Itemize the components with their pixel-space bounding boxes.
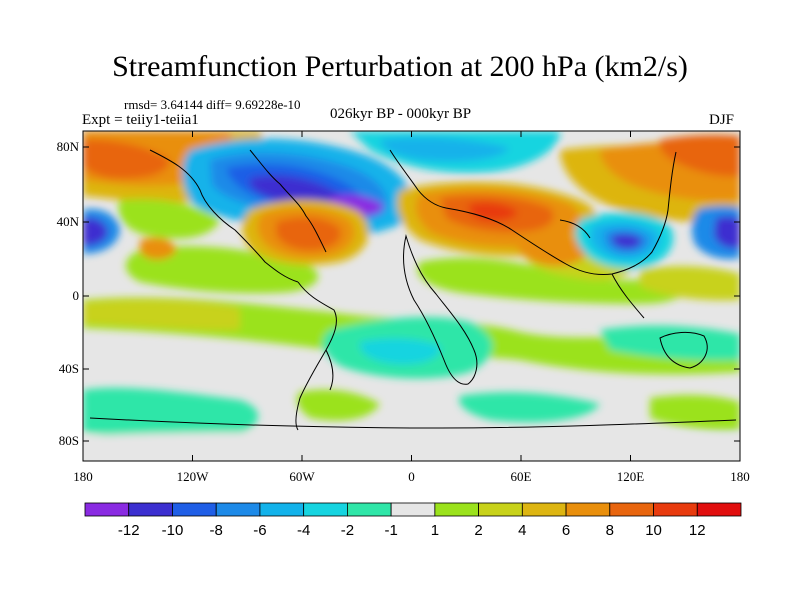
colorbar-swatch <box>565 502 611 517</box>
colorbar-swatch <box>215 502 261 517</box>
colorbar-swatch <box>478 502 523 517</box>
lon-label: 180 <box>730 469 750 484</box>
colorbar-swatch <box>390 502 436 517</box>
coastlines <box>89 149 737 431</box>
lon-label: 120W <box>177 469 210 484</box>
colorbar-swatch <box>434 502 480 517</box>
colorbar-label: -8 <box>210 522 223 539</box>
colorbar-label: 8 <box>606 522 614 539</box>
lat-label: 0 <box>73 288 80 303</box>
plot-title: Streamfunction Perturbation at 200 hPa (… <box>112 50 688 83</box>
colorbar-swatch <box>303 502 348 517</box>
lon-label: 60E <box>511 469 532 484</box>
contour-field <box>83 131 740 461</box>
rmsd-diff-stats: rmsd= 3.64144 diff= 9.69228e-10 <box>124 97 301 112</box>
lat-label: 80S <box>59 433 79 448</box>
colorbar-label: 6 <box>562 522 570 539</box>
colorbar-label: -10 <box>162 522 184 539</box>
colorbar-label: 12 <box>689 522 706 539</box>
lat-label: 40N <box>57 214 80 229</box>
colorbar: -12 -10 -8 -6 -4 -2 -1 1 2 4 6 8 10 12 <box>84 502 742 539</box>
lat-label: 80N <box>57 139 80 154</box>
colorbar-label: 2 <box>474 522 482 539</box>
lon-label: 60W <box>289 469 315 484</box>
colorbar-swatch <box>84 502 130 517</box>
colorbar-swatch <box>346 502 392 517</box>
axis-ticks: 80N 40N 0 40S 80S 180 120W 60W 0 60E 120E 180 <box>57 131 750 484</box>
period-label: 026kyr BP - 000kyr BP <box>330 106 472 122</box>
colorbar-label: 4 <box>518 522 526 539</box>
colorbar-swatch <box>259 502 305 517</box>
colorbar-label: -12 <box>118 522 140 539</box>
colorbar-swatch <box>521 502 567 517</box>
colorbar-swatch <box>696 502 742 517</box>
lon-label: 180 <box>73 469 93 484</box>
colorbar-label: -6 <box>253 522 266 539</box>
colorbar-label: -2 <box>341 522 354 539</box>
colorbar-swatch <box>172 502 217 517</box>
colorbar-label: -1 <box>384 522 397 539</box>
colorbar-label: 1 <box>431 522 439 539</box>
season-label: DJF <box>709 112 735 128</box>
colorbar-label: 10 <box>645 522 662 539</box>
experiment-label: Expt = teiiy1-teiia1 <box>82 112 199 128</box>
lon-label: 0 <box>408 469 415 484</box>
lon-label: 120E <box>617 469 645 484</box>
colorbar-label: -4 <box>297 522 310 539</box>
colorbar-swatch <box>609 502 654 517</box>
colorbar-swatch <box>653 502 698 517</box>
lat-label: 40S <box>59 361 79 376</box>
colorbar-swatch <box>128 502 173 517</box>
